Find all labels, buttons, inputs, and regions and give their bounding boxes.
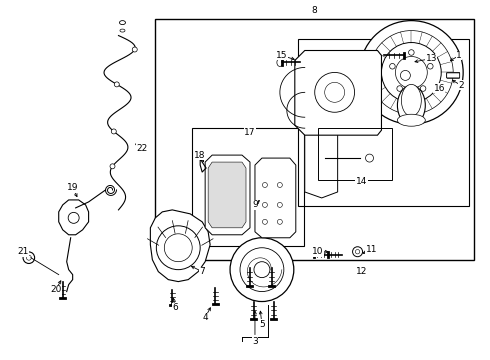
Text: 11: 11 bbox=[366, 245, 377, 254]
Text: 22: 22 bbox=[137, 144, 148, 153]
Circle shape bbox=[111, 129, 116, 134]
Text: 18: 18 bbox=[195, 150, 206, 159]
FancyBboxPatch shape bbox=[447, 73, 460, 78]
Circle shape bbox=[263, 202, 268, 207]
Ellipse shape bbox=[120, 29, 125, 32]
Circle shape bbox=[325, 82, 344, 102]
Circle shape bbox=[26, 255, 31, 260]
Text: 2: 2 bbox=[458, 81, 464, 90]
Ellipse shape bbox=[402, 67, 408, 73]
Circle shape bbox=[156, 226, 200, 270]
Circle shape bbox=[263, 219, 268, 224]
Ellipse shape bbox=[401, 84, 421, 116]
Text: 10: 10 bbox=[312, 247, 323, 256]
Text: 16: 16 bbox=[434, 84, 445, 93]
Circle shape bbox=[400, 71, 410, 80]
Text: 4: 4 bbox=[202, 313, 208, 322]
Polygon shape bbox=[305, 72, 338, 198]
Circle shape bbox=[390, 63, 395, 69]
Text: 20: 20 bbox=[50, 285, 61, 294]
Text: 15: 15 bbox=[276, 51, 288, 60]
Text: 13: 13 bbox=[425, 54, 437, 63]
Circle shape bbox=[263, 183, 268, 188]
Text: 19: 19 bbox=[67, 184, 78, 193]
Circle shape bbox=[427, 63, 433, 69]
Circle shape bbox=[355, 249, 360, 254]
Text: 1: 1 bbox=[456, 51, 462, 60]
FancyBboxPatch shape bbox=[447, 73, 460, 78]
Bar bbox=[192, 128, 304, 246]
Circle shape bbox=[395, 57, 427, 88]
PathPatch shape bbox=[150, 210, 210, 282]
Ellipse shape bbox=[277, 58, 283, 67]
Circle shape bbox=[369, 31, 453, 114]
FancyBboxPatch shape bbox=[447, 73, 460, 78]
Ellipse shape bbox=[397, 114, 425, 126]
Text: 6: 6 bbox=[172, 303, 178, 312]
Circle shape bbox=[277, 202, 282, 207]
Circle shape bbox=[230, 238, 294, 302]
Polygon shape bbox=[208, 162, 246, 228]
Text: 21: 21 bbox=[17, 247, 28, 256]
Circle shape bbox=[401, 62, 421, 82]
Text: 9: 9 bbox=[252, 201, 258, 210]
FancyBboxPatch shape bbox=[447, 73, 460, 78]
Circle shape bbox=[114, 82, 119, 87]
Text: 8: 8 bbox=[312, 6, 318, 15]
Circle shape bbox=[397, 86, 402, 91]
Circle shape bbox=[315, 72, 355, 112]
Polygon shape bbox=[205, 155, 250, 235]
Text: 7: 7 bbox=[199, 267, 205, 276]
Text: 17: 17 bbox=[244, 128, 256, 137]
Polygon shape bbox=[255, 158, 296, 238]
Circle shape bbox=[360, 21, 463, 124]
Circle shape bbox=[164, 234, 192, 262]
Circle shape bbox=[382, 42, 441, 102]
Circle shape bbox=[23, 252, 35, 264]
Ellipse shape bbox=[120, 21, 125, 24]
Text: 5: 5 bbox=[259, 320, 265, 329]
Text: 12: 12 bbox=[356, 267, 367, 276]
Text: 3: 3 bbox=[252, 337, 258, 346]
Polygon shape bbox=[295, 50, 382, 135]
Bar bbox=[298, 39, 469, 206]
Circle shape bbox=[68, 212, 79, 223]
Circle shape bbox=[353, 247, 363, 257]
Bar bbox=[318, 128, 392, 180]
Circle shape bbox=[254, 262, 270, 278]
Text: 14: 14 bbox=[356, 177, 367, 186]
Circle shape bbox=[240, 248, 284, 292]
FancyBboxPatch shape bbox=[447, 73, 460, 78]
Circle shape bbox=[277, 183, 282, 188]
Ellipse shape bbox=[397, 85, 425, 125]
Polygon shape bbox=[59, 200, 89, 235]
Circle shape bbox=[110, 164, 115, 169]
Circle shape bbox=[132, 47, 137, 52]
Circle shape bbox=[420, 86, 426, 91]
Circle shape bbox=[409, 50, 414, 55]
Bar bbox=[155, 19, 474, 260]
Circle shape bbox=[366, 154, 373, 162]
Circle shape bbox=[277, 219, 282, 224]
